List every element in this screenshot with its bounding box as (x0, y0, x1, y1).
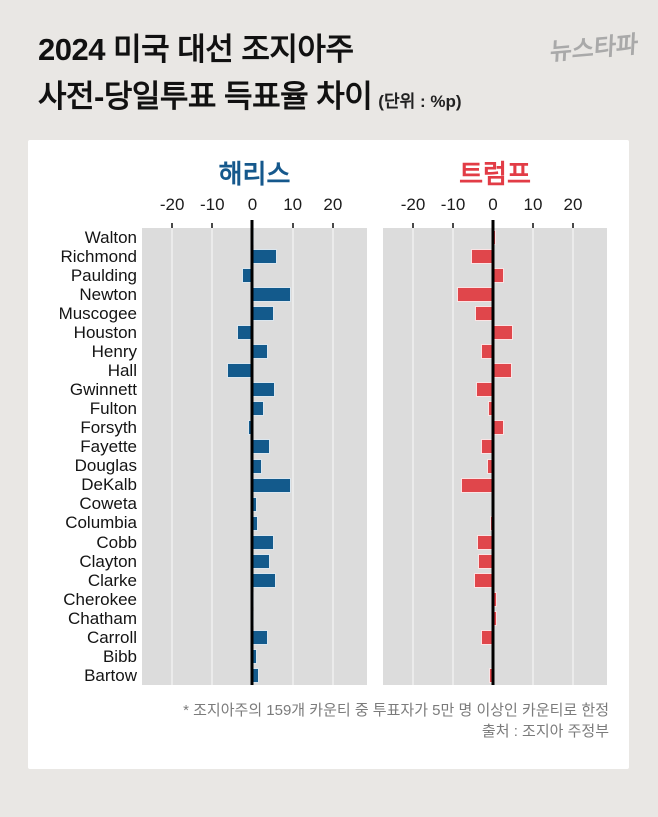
trump-panel: 트럼프 -20 -10 0 10 20 (383, 140, 607, 769)
gridline (331, 228, 334, 685)
gridline (211, 228, 214, 685)
harris-bar-henry (252, 344, 269, 360)
axis-tick-label: 20 (563, 195, 583, 214)
harris-bar-clarke (252, 572, 276, 588)
axis-tick (532, 223, 534, 228)
harris-bar-cobb (252, 534, 274, 550)
zero-axis-line (491, 228, 495, 685)
trump-bar-dekalb (461, 477, 493, 493)
gridline (412, 228, 414, 685)
county-label: Houston (73, 323, 137, 343)
harris-panel-title: 해리스 (218, 159, 291, 189)
trump-axis-labels: -20 -10 0 10 20 (383, 195, 607, 217)
chart-card: Walton Richmond Paulding Newton Muscogee Hous… (28, 140, 629, 769)
trump-axis-ticks (383, 220, 607, 228)
county-label: Walton (84, 228, 137, 247)
trump-plot (383, 228, 607, 685)
harris-bar-newton (252, 287, 291, 303)
county-label: Clarke (87, 570, 137, 590)
county-labels-column: Walton Richmond Paulding Newton Muscogee Hous… (28, 228, 137, 685)
county-label: Fayette (80, 437, 137, 457)
county-label: Hall (107, 361, 137, 381)
page-title: 2024 미국 대선 조지아주 사전-당일투표 득표율 차이 (단위 : %p) (38, 26, 462, 125)
trump-panel-title: 트럼프 (459, 159, 531, 189)
axis-tick (171, 223, 174, 228)
harris-bar-hall (226, 363, 253, 379)
county-label: Henry (91, 342, 137, 362)
county-label: Carroll (86, 627, 137, 647)
county-label: DeKalb (81, 475, 137, 495)
axis-tick (331, 223, 334, 228)
trump-bar-richmond (471, 249, 493, 265)
trump-bar-newton (457, 287, 493, 303)
harris-panel: 해리스 -20 -10 0 10 20 (142, 140, 367, 769)
newstapa-logo: 뉴스타파 (548, 31, 639, 66)
axis-tick-label: -10 (200, 195, 225, 214)
axis-tick (250, 220, 254, 228)
axis-tick (572, 223, 574, 228)
county-label: Bartow (84, 665, 137, 685)
county-label: Clayton (79, 551, 137, 571)
county-label: Richmond (60, 247, 137, 267)
axis-tick-label: -20 (159, 195, 185, 214)
footnote-note: * 조지아주의 159개 카운티 중 투표자가 5만 명 이상인 카운티로 한정 (183, 702, 609, 719)
gridline (532, 228, 534, 685)
county-label: Muscogee (58, 304, 137, 324)
harris-plot (142, 228, 367, 685)
harris-bar-fayette (252, 439, 270, 455)
gridline (171, 228, 174, 685)
trump-bar-muscogee (474, 306, 493, 322)
harris-axis-labels: -20 -10 0 10 20 (142, 195, 367, 217)
zero-axis-line (250, 228, 254, 685)
title-line2: 사전-당일투표 득표율 차이 (38, 79, 373, 114)
county-label: Cobb (96, 532, 137, 552)
axis-tick (491, 220, 495, 228)
county-label: Fulton (89, 399, 137, 419)
county-label: Forsyth (80, 418, 137, 438)
county-label: Chatham (68, 608, 137, 628)
trump-bar-forsyth (493, 420, 505, 436)
harris-bar-dekalb (252, 477, 291, 493)
axis-tick-label: 0 (247, 195, 258, 214)
axis-tick-label: -10 (440, 195, 466, 214)
title-line1: 2024 미국 대선 조지아주 (38, 32, 354, 67)
harris-bar-clayton (252, 553, 270, 569)
county-label: Gwinnett (69, 380, 137, 400)
gridline (572, 228, 574, 685)
trump-bar-clarke (473, 572, 493, 588)
harris-bar-muscogee (252, 306, 274, 322)
county-label: Paulding (70, 266, 137, 286)
axis-tick-label: 0 (488, 195, 498, 214)
footnote: * 조지아주의 159개 카운티 중 투표자가 5만 명 이상인 카운티로 한정… (183, 700, 609, 742)
axis-tick (412, 223, 414, 228)
title-unit: (단위 : %p) (378, 92, 462, 111)
county-label: Douglas (74, 456, 137, 476)
trump-bar-gwinnett (476, 382, 493, 398)
axis-tick (211, 223, 214, 228)
county-label: Coweta (79, 494, 137, 514)
trump-bar-paulding (493, 268, 505, 284)
harris-bar-carroll (252, 629, 268, 645)
axis-tick-label: 10 (523, 195, 543, 214)
county-label: Cherokee (63, 589, 137, 609)
harris-bar-fulton (252, 401, 264, 417)
axis-tick (291, 223, 294, 228)
gridline (291, 228, 294, 685)
harris-axis-ticks (142, 220, 367, 228)
harris-bar-gwinnett (252, 382, 275, 398)
axis-tick-label: 10 (283, 195, 303, 214)
gridline (452, 228, 454, 685)
axis-tick-label: -20 (400, 195, 426, 214)
axis-tick (452, 223, 454, 228)
county-label: Columbia (65, 513, 137, 533)
county-label: Bibb (102, 646, 137, 666)
county-label: Newton (79, 285, 137, 305)
harris-bar-richmond (252, 249, 277, 265)
trump-bar-hall (493, 363, 512, 379)
trump-bar-houston (493, 325, 513, 341)
footnote-source: 출처 : 조지아 주정부 (481, 723, 609, 740)
axis-tick-label: 20 (323, 195, 343, 214)
